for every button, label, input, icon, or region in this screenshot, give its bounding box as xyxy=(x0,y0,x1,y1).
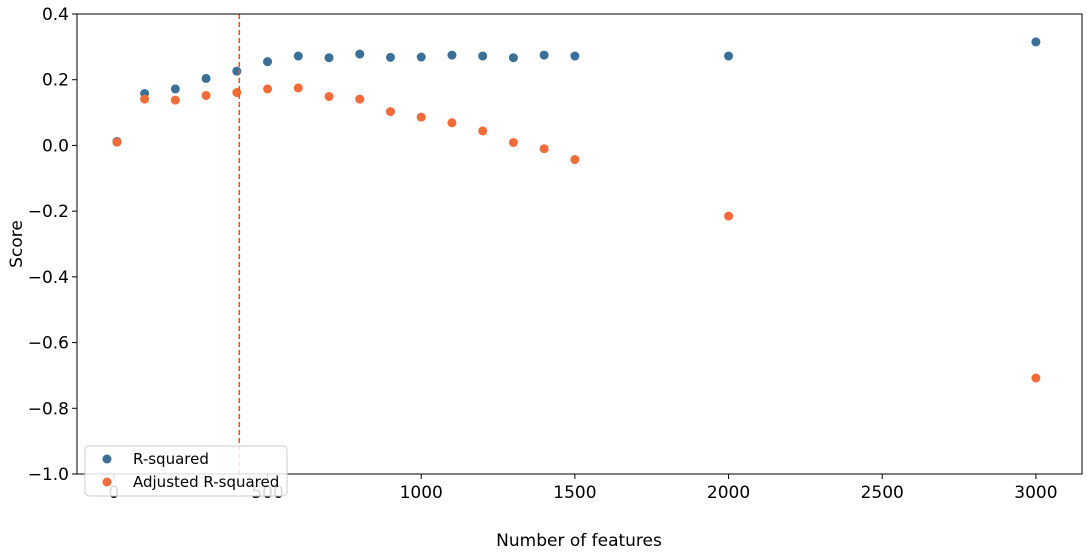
x-tick-label: 2500 xyxy=(861,483,904,503)
x-tick-label: 1500 xyxy=(553,483,596,503)
y-tick-label: 0.4 xyxy=(42,5,69,25)
point-adjusted-r-squared-16 xyxy=(724,211,734,221)
point-adjusted-r-squared-7 xyxy=(324,91,334,101)
point-adjusted-r-squared-0 xyxy=(112,137,122,147)
point-adjusted-r-squared-6 xyxy=(293,83,303,93)
point-adjusted-r-squared-1 xyxy=(140,94,150,104)
y-tick-label: −0.6 xyxy=(28,334,69,354)
legend-marker-adjusted-r-squared xyxy=(102,477,112,487)
plot-frame xyxy=(76,13,1083,475)
y-tick-label: 0.0 xyxy=(42,136,69,156)
y-tick-label: −0.4 xyxy=(28,268,69,288)
point-adjusted-r-squared-8 xyxy=(355,94,365,104)
x-tick-label: 1000 xyxy=(400,483,443,503)
point-r-squared-2 xyxy=(170,84,180,94)
point-adjusted-r-squared-2 xyxy=(170,95,180,105)
point-r-squared-9 xyxy=(385,52,395,62)
y-axis: −1.0 −0.8 −0.6 −0.4 −0.2 0.0 0.2 0.4 xyxy=(28,5,77,485)
point-r-squared-11 xyxy=(447,50,457,60)
legend-box xyxy=(84,445,288,497)
point-adjusted-r-squared-9 xyxy=(385,107,395,117)
point-r-squared-6 xyxy=(293,51,303,61)
point-adjusted-r-squared-15 xyxy=(570,155,580,165)
y-tick-label: −0.8 xyxy=(28,399,69,419)
y-tick-label: 0.2 xyxy=(42,71,69,91)
y-tick-label: −1.0 xyxy=(28,465,69,485)
point-r-squared-10 xyxy=(416,52,426,62)
point-adjusted-r-squared-11 xyxy=(447,118,457,128)
point-adjusted-r-squared-10 xyxy=(416,112,426,122)
point-adjusted-r-squared-12 xyxy=(478,126,488,136)
point-adjusted-r-squared-3 xyxy=(201,90,211,100)
point-r-squared-5 xyxy=(263,57,273,67)
point-adjusted-r-squared-14 xyxy=(539,144,549,154)
point-adjusted-r-squared-13 xyxy=(508,137,518,147)
point-r-squared-17 xyxy=(1031,37,1041,47)
x-tick-label: 2000 xyxy=(707,483,750,503)
point-adjusted-r-squared-5 xyxy=(263,84,273,94)
point-r-squared-13 xyxy=(508,53,518,63)
point-adjusted-r-squared-17 xyxy=(1031,373,1041,383)
legend-label-adjusted-r-squared: Adjusted R-squared xyxy=(133,473,279,491)
plot-marks xyxy=(112,14,1041,474)
point-r-squared-3 xyxy=(201,73,211,83)
point-r-squared-14 xyxy=(539,50,549,60)
point-r-squared-16 xyxy=(724,51,734,61)
legend-marker-r-squared xyxy=(102,454,112,464)
y-axis-title: Score xyxy=(7,220,27,268)
legend: R-squared Adjusted R-squared xyxy=(84,445,288,497)
y-tick-label: −0.2 xyxy=(28,202,69,222)
point-r-squared-7 xyxy=(324,53,334,63)
legend-label-r-squared: R-squared xyxy=(133,450,209,468)
point-r-squared-12 xyxy=(478,51,488,61)
point-r-squared-15 xyxy=(570,51,580,61)
point-r-squared-8 xyxy=(355,49,365,59)
x-tick-label: 3000 xyxy=(1014,483,1057,503)
x-axis-title: Number of features xyxy=(496,531,662,551)
